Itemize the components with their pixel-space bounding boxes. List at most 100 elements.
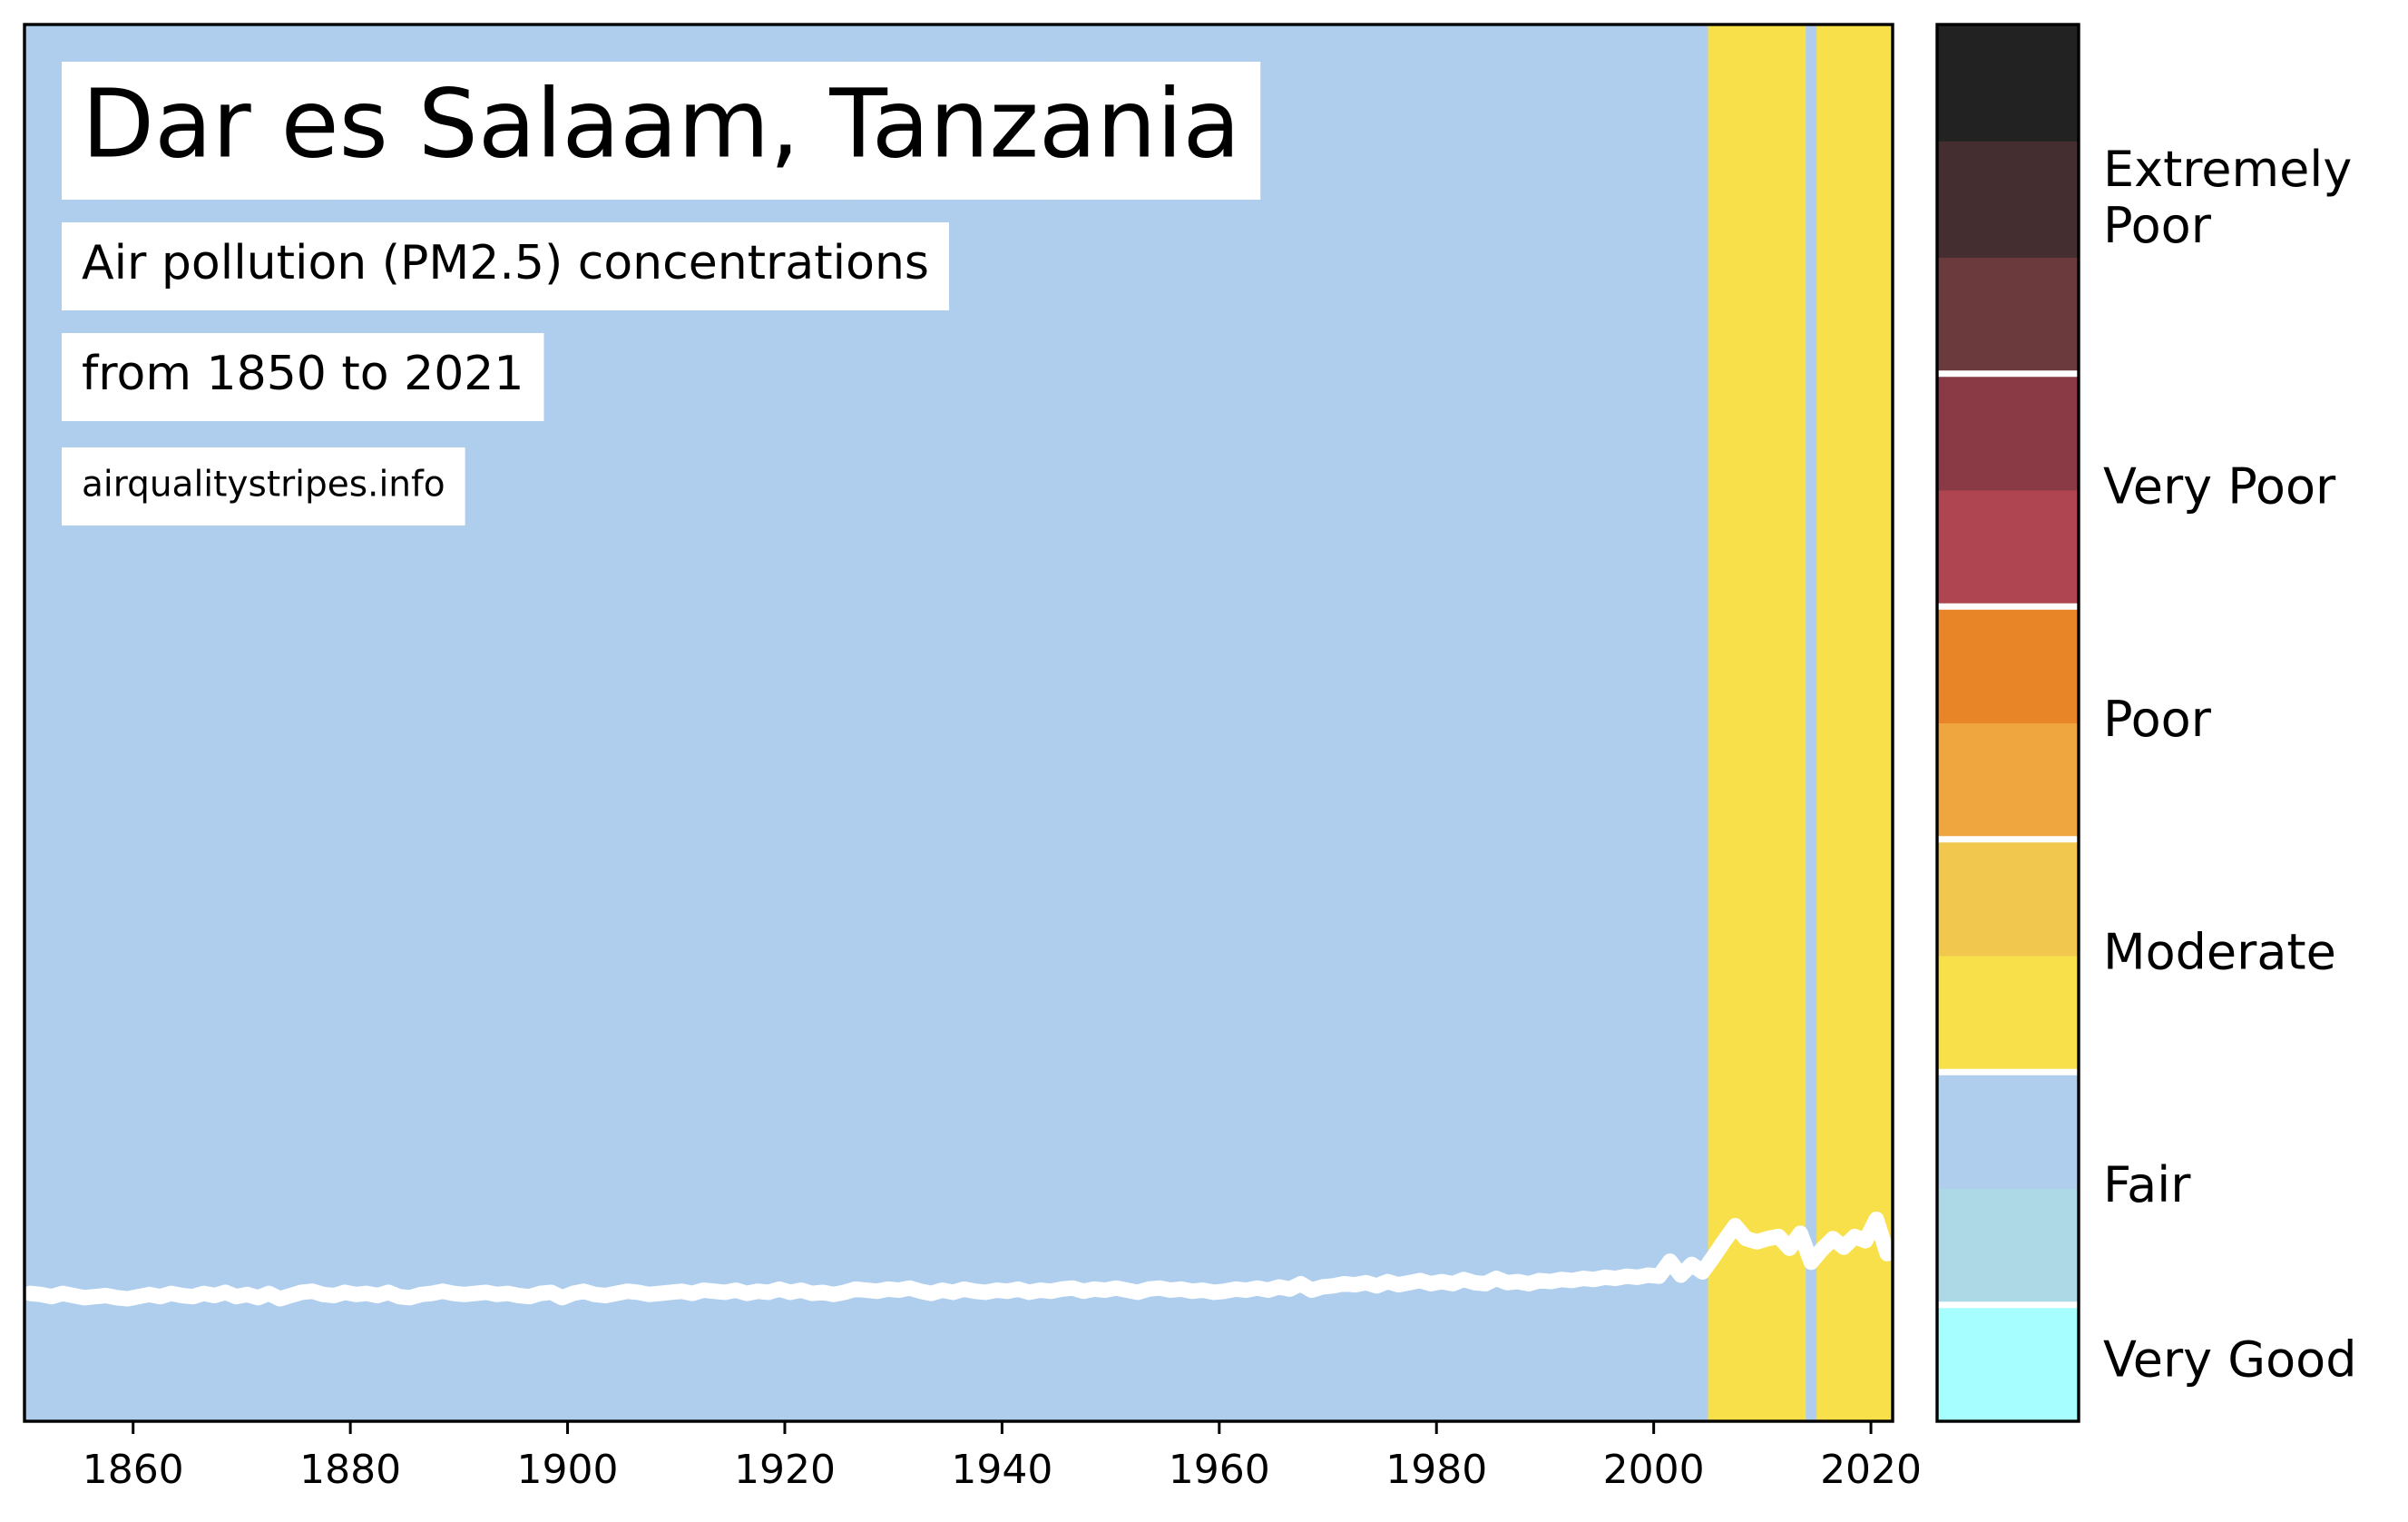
stripe [784,25,797,1421]
stripe [1164,25,1177,1421]
stripe [1502,25,1513,1421]
stripe [1393,25,1405,1421]
stripe [1849,25,1861,1421]
stripe [545,25,558,1421]
stripe [1642,25,1655,1421]
stripe [1599,25,1611,1421]
stripe [860,25,873,1421]
colorbar-label: Very Poor [2103,458,2336,516]
title-boxes: Dar es Salaam, Tanzania Air pollution (P… [62,62,1261,525]
stripe [752,25,764,1421]
stripe [795,25,808,1421]
stripe [1491,25,1503,1421]
colorbar-block [1937,1072,2079,1189]
stripe [1675,25,1688,1421]
stripe [1023,25,1035,1421]
stripe [915,25,927,1421]
stripe [622,25,633,1421]
stripe [1414,25,1426,1421]
stripe [687,25,699,1421]
colorbar-block [1937,722,2079,840]
stripe [567,25,580,1421]
stripe [1306,25,1318,1421]
stripe [947,25,960,1421]
stripe [817,25,829,1421]
colorbar-label: Very Good [2103,1331,2357,1389]
colorbar-block [1937,257,2079,375]
stripe [838,25,851,1421]
colorbar-block [1937,1304,2079,1422]
stripe [1262,25,1275,1421]
stripe [1436,25,1448,1421]
stripe [1827,25,1839,1421]
period-box [62,333,544,421]
stripe [1002,25,1013,1421]
stripe [1143,25,1155,1421]
stripe [1512,25,1524,1421]
stripe [589,25,602,1421]
stripe [1544,25,1557,1421]
stripe [1360,25,1372,1421]
stripe [1371,25,1383,1421]
stripe [1208,25,1220,1421]
stripe [958,25,971,1421]
stripe [1425,25,1437,1421]
colorbar-label: Poor [2103,691,2212,748]
x-tick-label: 1900 [517,1447,619,1493]
stripe [1175,25,1188,1421]
stripe [1404,25,1415,1421]
colorbar-block [1937,1188,2079,1306]
stripe [1697,25,1709,1421]
title-box [62,62,1261,200]
plot-frame [23,23,1894,1423]
stripe [1751,25,1763,1421]
stripe [1078,25,1090,1421]
stripe [1045,25,1057,1421]
stripe [654,25,666,1421]
stripe [1458,25,1470,1421]
stripe [1806,25,1817,1421]
stripe [676,25,688,1421]
stripe [871,25,884,1421]
stripe [882,25,895,1421]
x-tick-label: 1980 [1385,1447,1487,1493]
colorbar-label: Extremely Poor [2103,141,2367,254]
stripe [1240,25,1253,1421]
stripe [709,25,720,1421]
stripe [827,25,840,1421]
stripe [763,25,775,1421]
stripe [1762,25,1774,1421]
x-tick-label: 1960 [1169,1447,1270,1493]
stripe [1273,25,1286,1421]
stripe [893,25,905,1421]
stripe [719,25,731,1421]
stripe [24,25,36,1421]
stripe [1100,25,1111,1421]
stripe [1317,25,1329,1421]
stripe [1111,25,1122,1421]
stripe [665,25,677,1421]
stripe [1382,25,1394,1421]
stripe [611,25,623,1421]
source: airqualitystripes.info [82,465,445,506]
colorbar-label: Moderate [2103,924,2336,981]
stripe [1882,25,1894,1421]
stripe [1480,25,1492,1421]
x-tick-label: 1880 [299,1447,401,1493]
stripe [1729,25,1742,1421]
stripe [1653,25,1666,1421]
stripe [1838,25,1850,1421]
x-tick-label: 2020 [1820,1447,1922,1493]
stripe [1469,25,1481,1421]
stripe [1056,25,1068,1421]
colorbar-block [1937,956,2079,1073]
stripe [1860,25,1872,1421]
stripe [1555,25,1568,1421]
pollution-line [22,1211,1895,1307]
stripe [1631,25,1644,1421]
colorbar-block [1937,490,2079,607]
stripe [1784,25,1796,1421]
stripe [1522,25,1535,1421]
stripe [1577,25,1590,1421]
